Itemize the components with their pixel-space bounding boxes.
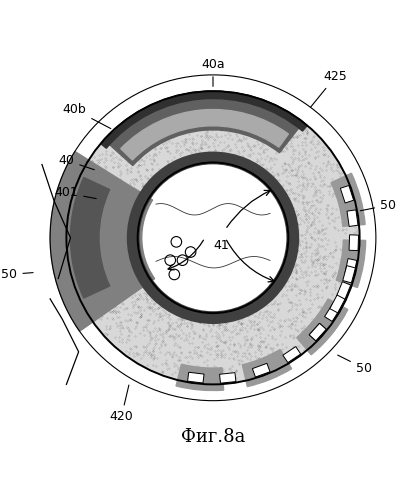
Polygon shape	[336, 282, 351, 300]
Text: 40b: 40b	[63, 103, 111, 128]
Wedge shape	[71, 178, 110, 298]
Polygon shape	[340, 186, 354, 203]
Text: 50: 50	[1, 268, 33, 281]
Circle shape	[66, 91, 359, 384]
Wedge shape	[50, 152, 155, 331]
Text: 50: 50	[338, 355, 372, 374]
Wedge shape	[127, 152, 298, 324]
Polygon shape	[347, 210, 358, 226]
Wedge shape	[303, 299, 348, 348]
Circle shape	[171, 236, 182, 247]
Wedge shape	[104, 91, 303, 166]
Circle shape	[138, 162, 288, 313]
Wedge shape	[331, 173, 365, 227]
Wedge shape	[101, 91, 307, 148]
Polygon shape	[309, 324, 326, 341]
Polygon shape	[343, 266, 355, 283]
Polygon shape	[325, 304, 340, 322]
Wedge shape	[297, 303, 345, 355]
Polygon shape	[252, 364, 270, 377]
Text: Фиг.8a: Фиг.8a	[181, 428, 245, 446]
Polygon shape	[330, 295, 345, 313]
Text: 41: 41	[213, 240, 229, 252]
Text: 401: 401	[54, 186, 96, 200]
Polygon shape	[219, 372, 236, 383]
Text: 40: 40	[59, 154, 94, 170]
Text: 40a: 40a	[201, 58, 225, 86]
Polygon shape	[188, 372, 204, 383]
Circle shape	[177, 255, 188, 266]
Polygon shape	[283, 346, 301, 362]
Text: 50: 50	[360, 198, 396, 211]
Polygon shape	[309, 324, 326, 341]
Wedge shape	[242, 350, 292, 387]
Circle shape	[169, 269, 180, 280]
Text: 425: 425	[311, 70, 347, 108]
Wedge shape	[176, 364, 224, 390]
Circle shape	[165, 255, 176, 266]
Polygon shape	[345, 258, 357, 276]
Circle shape	[185, 246, 196, 258]
Wedge shape	[336, 240, 366, 288]
Wedge shape	[121, 110, 288, 160]
Polygon shape	[349, 235, 359, 250]
Text: 420: 420	[110, 385, 133, 424]
